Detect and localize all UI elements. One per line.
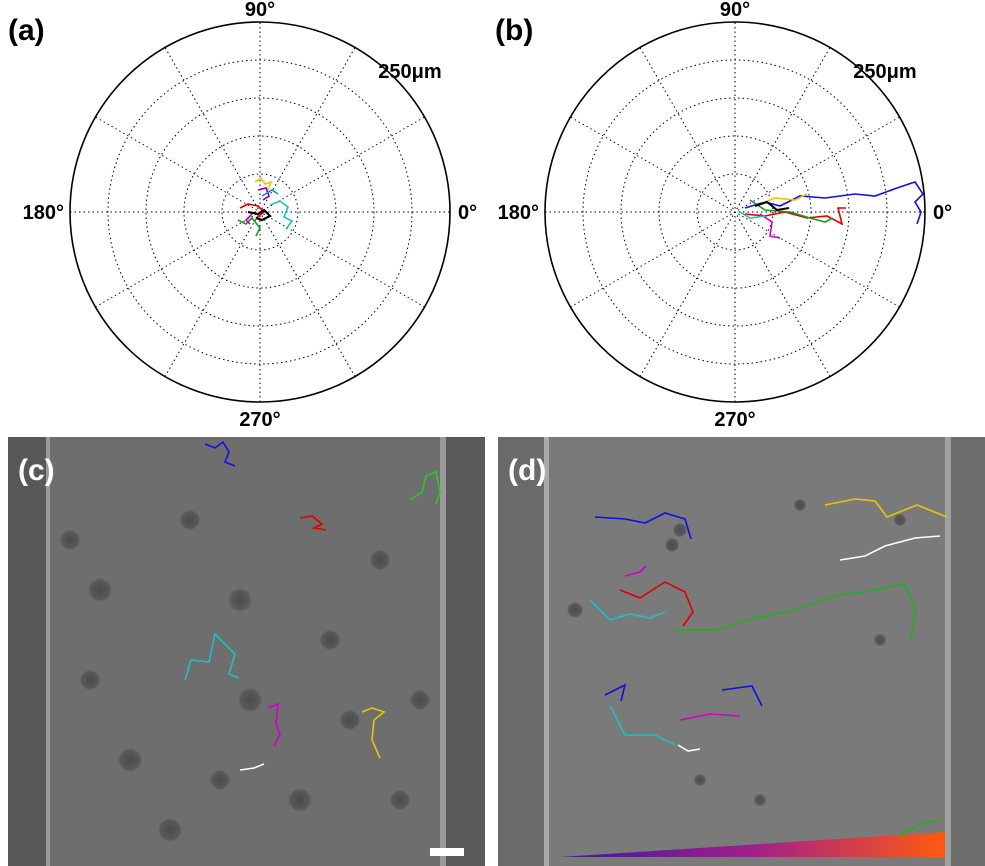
tracks-b	[740, 182, 923, 238]
panel-label: (c)	[18, 454, 55, 487]
panel-label: (d)	[508, 454, 546, 487]
angle-label: 270°	[714, 409, 755, 431]
polar-plots: 90° 270° 180° 0° 250μm 90° 270° 180° 0° 250μm	[23, 0, 953, 431]
tracks-a	[238, 178, 292, 236]
figure: 90° 270° 180° 0° 250μm 90° 270° 180° 0° 250μm	[0, 0, 985, 866]
angle-label: 270°	[239, 409, 280, 431]
angle-label: 90°	[245, 0, 275, 21]
panel-label: (a)	[8, 14, 45, 47]
angle-label: 180°	[498, 202, 539, 224]
angle-label: 0°	[458, 202, 477, 224]
angle-label: 90°	[720, 0, 750, 21]
angle-label: 180°	[23, 202, 64, 224]
micrograph-c	[8, 437, 485, 866]
angle-label: 0°	[933, 202, 952, 224]
panel-label: (b)	[495, 14, 533, 47]
micrograph-d	[498, 437, 985, 866]
radius-label: 250μm	[378, 61, 441, 83]
radius-label: 250μm	[853, 61, 916, 83]
